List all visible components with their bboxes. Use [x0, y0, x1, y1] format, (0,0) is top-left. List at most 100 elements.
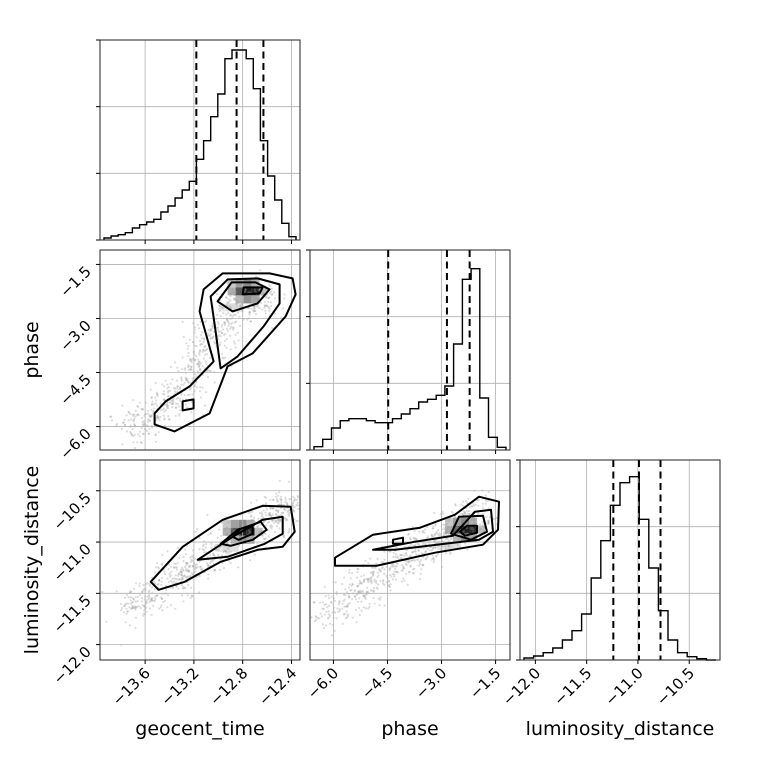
sample-point	[213, 340, 216, 344]
sample-point	[337, 610, 340, 613]
sample-point	[234, 313, 237, 317]
sample-point	[318, 601, 322, 604]
sample-point	[383, 572, 386, 576]
sample-point	[189, 556, 192, 559]
sample-point	[378, 604, 381, 607]
sample-point	[198, 536, 201, 540]
contour-phase-luminosity_distance	[334, 495, 500, 567]
sample-point	[161, 408, 164, 411]
sample-point	[268, 309, 271, 312]
sample-point	[224, 550, 227, 553]
sample-point	[415, 537, 418, 541]
sample-point	[163, 599, 166, 603]
sample-point	[183, 394, 186, 397]
sample-point	[462, 510, 465, 513]
sample-point	[109, 415, 112, 418]
y-tick-label: −11.5	[50, 591, 95, 636]
sample-point	[177, 587, 180, 590]
sample-point	[412, 544, 415, 547]
sample-point	[270, 527, 273, 530]
sample-point	[288, 498, 291, 501]
sample-point	[140, 441, 143, 445]
sample-point	[395, 565, 398, 568]
sample-point	[132, 419, 135, 422]
sample-point	[188, 566, 191, 569]
sample-point	[171, 400, 174, 403]
sample-point	[190, 359, 193, 362]
sample-point	[270, 287, 273, 290]
sample-point	[129, 599, 132, 602]
sample-point	[127, 411, 130, 414]
sample-point	[348, 583, 351, 586]
sample-point	[372, 566, 375, 569]
sample-point	[226, 301, 229, 304]
sample-point	[121, 606, 124, 610]
sample-point	[178, 556, 181, 559]
contour-geocent_time-phase	[209, 277, 281, 370]
sample-point	[365, 577, 368, 581]
y-tick-label: −11.0	[50, 540, 95, 585]
sample-point	[134, 409, 137, 412]
sample-point	[460, 512, 463, 515]
sample-point	[231, 288, 234, 291]
sample-point	[242, 283, 245, 286]
sample-point	[254, 290, 257, 293]
sample-point	[266, 521, 269, 524]
sample-point	[174, 562, 177, 565]
sample-point	[184, 568, 188, 571]
sample-point	[358, 579, 361, 583]
sample-point	[127, 419, 130, 422]
sample-point	[293, 497, 296, 500]
sample-point	[164, 379, 167, 382]
sample-point	[198, 365, 201, 368]
x-tick-label: −4.5	[358, 664, 396, 702]
sample-point	[167, 415, 170, 418]
sample-point	[343, 612, 346, 616]
density-cell	[469, 525, 477, 534]
sample-point	[466, 532, 469, 535]
sample-point	[177, 574, 180, 577]
panel-frame	[99, 249, 301, 451]
sample-point	[370, 576, 373, 579]
density-cell	[477, 525, 485, 534]
sample-point	[213, 545, 216, 548]
sample-point	[283, 516, 286, 520]
sample-point	[148, 595, 151, 599]
sample-point	[172, 566, 175, 569]
sample-point	[396, 555, 399, 558]
sample-point	[324, 595, 327, 598]
sample-point	[288, 511, 291, 515]
sample-point	[210, 329, 213, 332]
sample-point	[487, 522, 490, 525]
sample-point	[400, 569, 403, 572]
sample-point	[413, 544, 417, 547]
sample-point	[375, 562, 378, 565]
sample-point	[409, 554, 412, 557]
sample-point	[187, 368, 190, 371]
sample-point	[414, 537, 417, 540]
density-cell	[230, 535, 239, 544]
sample-point	[267, 297, 270, 300]
sample-point	[267, 529, 270, 532]
sample-point	[185, 379, 188, 382]
sample-point	[413, 559, 416, 562]
sample-point	[155, 418, 158, 422]
sample-point	[405, 563, 408, 567]
sample-point	[115, 590, 118, 593]
sample-point	[178, 388, 181, 391]
sample-point	[285, 519, 288, 522]
sample-point	[148, 589, 151, 592]
sample-point	[400, 564, 404, 567]
density-cell	[235, 287, 244, 296]
sample-point	[341, 582, 344, 586]
sample-point	[347, 596, 350, 599]
sample-point	[154, 396, 157, 399]
sample-point	[423, 531, 426, 534]
sample-point	[473, 518, 476, 521]
sample-point	[379, 596, 382, 599]
sample-point	[138, 430, 141, 433]
sample-point	[248, 559, 252, 562]
sample-point	[435, 531, 438, 534]
sample-point	[385, 574, 388, 577]
sample-point	[189, 387, 192, 390]
